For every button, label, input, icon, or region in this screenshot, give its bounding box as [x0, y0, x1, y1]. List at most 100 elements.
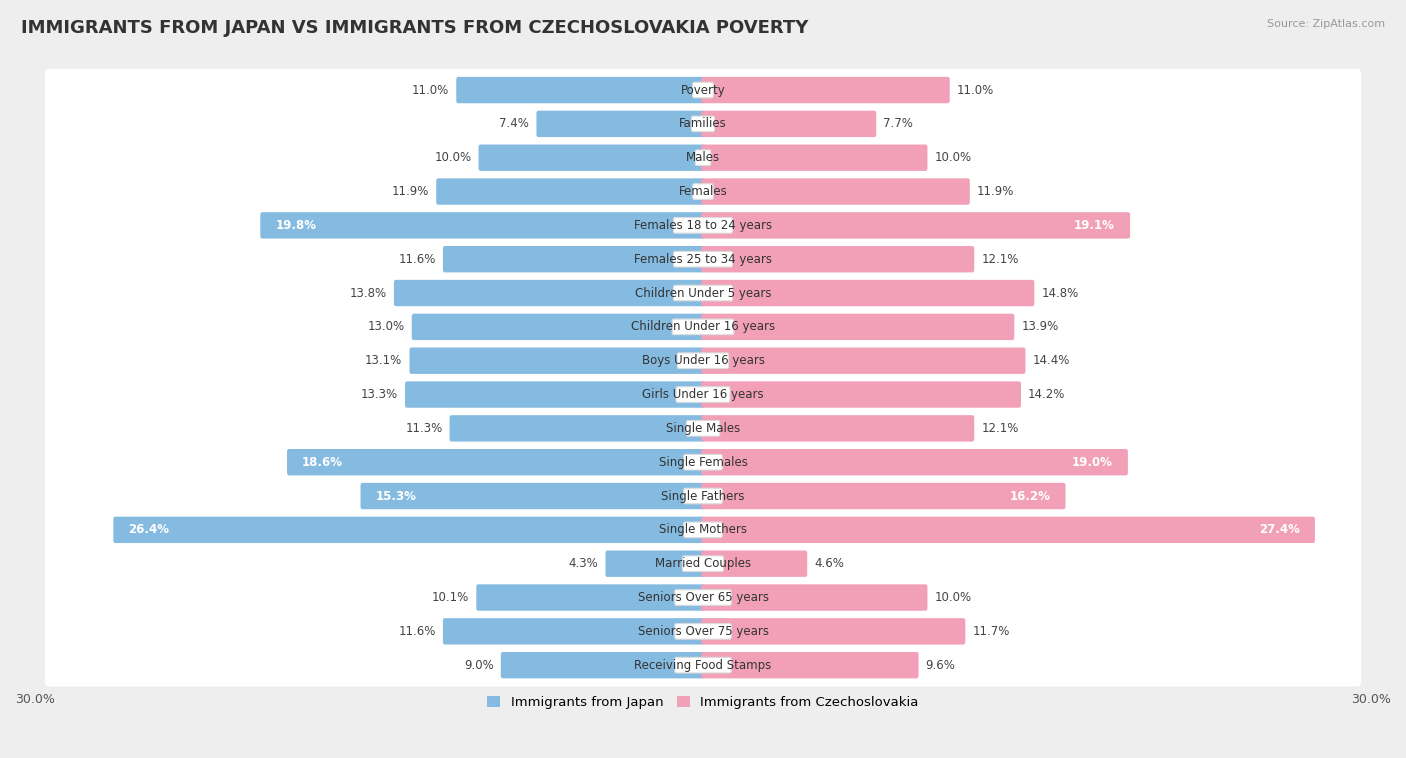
- FancyBboxPatch shape: [45, 136, 1361, 179]
- FancyBboxPatch shape: [287, 449, 704, 475]
- FancyBboxPatch shape: [436, 178, 704, 205]
- Text: 12.1%: 12.1%: [981, 252, 1019, 266]
- Text: 11.7%: 11.7%: [973, 625, 1010, 637]
- Text: Families: Families: [679, 117, 727, 130]
- FancyBboxPatch shape: [45, 340, 1361, 382]
- FancyBboxPatch shape: [45, 407, 1361, 449]
- Text: IMMIGRANTS FROM JAPAN VS IMMIGRANTS FROM CZECHOSLOVAKIA POVERTY: IMMIGRANTS FROM JAPAN VS IMMIGRANTS FROM…: [21, 19, 808, 37]
- FancyBboxPatch shape: [443, 246, 704, 272]
- FancyBboxPatch shape: [394, 280, 704, 306]
- FancyBboxPatch shape: [686, 421, 720, 436]
- FancyBboxPatch shape: [260, 212, 704, 239]
- Text: 12.1%: 12.1%: [981, 422, 1019, 435]
- Text: 13.3%: 13.3%: [361, 388, 398, 401]
- FancyBboxPatch shape: [45, 171, 1361, 213]
- Text: Boys Under 16 years: Boys Under 16 years: [641, 354, 765, 367]
- Text: 18.6%: 18.6%: [302, 456, 343, 468]
- Text: 26.4%: 26.4%: [128, 523, 170, 537]
- Text: 11.3%: 11.3%: [405, 422, 443, 435]
- Text: Single Males: Single Males: [666, 422, 740, 435]
- Text: 11.0%: 11.0%: [957, 83, 994, 96]
- Text: Females: Females: [679, 185, 727, 198]
- FancyBboxPatch shape: [702, 111, 876, 137]
- Text: Single Females: Single Females: [658, 456, 748, 468]
- FancyBboxPatch shape: [360, 483, 704, 509]
- FancyBboxPatch shape: [45, 271, 1361, 315]
- Text: 19.1%: 19.1%: [1074, 219, 1115, 232]
- Text: 10.1%: 10.1%: [432, 591, 470, 604]
- Text: Children Under 16 years: Children Under 16 years: [631, 321, 775, 334]
- FancyBboxPatch shape: [45, 576, 1361, 619]
- Text: 16.2%: 16.2%: [1010, 490, 1050, 503]
- Text: Poverty: Poverty: [681, 83, 725, 96]
- Text: 10.0%: 10.0%: [434, 151, 471, 164]
- FancyBboxPatch shape: [702, 178, 970, 205]
- Text: 27.4%: 27.4%: [1258, 523, 1299, 537]
- FancyBboxPatch shape: [702, 77, 949, 103]
- FancyBboxPatch shape: [702, 550, 807, 577]
- FancyBboxPatch shape: [692, 116, 714, 132]
- FancyBboxPatch shape: [443, 619, 704, 644]
- FancyBboxPatch shape: [45, 475, 1361, 518]
- FancyBboxPatch shape: [45, 644, 1361, 687]
- FancyBboxPatch shape: [45, 610, 1361, 653]
- Text: 11.6%: 11.6%: [398, 252, 436, 266]
- Text: 13.8%: 13.8%: [350, 287, 387, 299]
- Text: Single Fathers: Single Fathers: [661, 490, 745, 503]
- FancyBboxPatch shape: [409, 347, 704, 374]
- Text: 15.3%: 15.3%: [375, 490, 416, 503]
- FancyBboxPatch shape: [45, 102, 1361, 146]
- Text: Married Couples: Married Couples: [655, 557, 751, 570]
- FancyBboxPatch shape: [606, 550, 704, 577]
- FancyBboxPatch shape: [702, 314, 1014, 340]
- Text: 10.0%: 10.0%: [935, 591, 972, 604]
- FancyBboxPatch shape: [702, 415, 974, 442]
- FancyBboxPatch shape: [45, 543, 1361, 585]
- Text: 4.6%: 4.6%: [814, 557, 844, 570]
- Text: Females 25 to 34 years: Females 25 to 34 years: [634, 252, 772, 266]
- Text: Males: Males: [686, 151, 720, 164]
- FancyBboxPatch shape: [501, 652, 704, 678]
- FancyBboxPatch shape: [673, 218, 733, 233]
- Text: 10.0%: 10.0%: [935, 151, 972, 164]
- FancyBboxPatch shape: [693, 83, 713, 98]
- FancyBboxPatch shape: [676, 387, 730, 402]
- Text: 11.6%: 11.6%: [398, 625, 436, 637]
- FancyBboxPatch shape: [450, 415, 704, 442]
- FancyBboxPatch shape: [478, 145, 704, 171]
- FancyBboxPatch shape: [675, 624, 731, 639]
- FancyBboxPatch shape: [702, 381, 1021, 408]
- Text: 13.1%: 13.1%: [366, 354, 402, 367]
- Text: Children Under 5 years: Children Under 5 years: [634, 287, 772, 299]
- Text: 13.9%: 13.9%: [1021, 321, 1059, 334]
- Text: 11.9%: 11.9%: [392, 185, 429, 198]
- FancyBboxPatch shape: [405, 381, 704, 408]
- Text: Seniors Over 65 years: Seniors Over 65 years: [637, 591, 769, 604]
- FancyBboxPatch shape: [682, 556, 724, 572]
- FancyBboxPatch shape: [114, 517, 704, 543]
- Text: 11.9%: 11.9%: [977, 185, 1014, 198]
- FancyBboxPatch shape: [537, 111, 704, 137]
- FancyBboxPatch shape: [673, 285, 733, 301]
- Text: 14.8%: 14.8%: [1042, 287, 1078, 299]
- FancyBboxPatch shape: [45, 305, 1361, 348]
- FancyBboxPatch shape: [477, 584, 704, 611]
- Text: 7.7%: 7.7%: [883, 117, 914, 130]
- FancyBboxPatch shape: [702, 246, 974, 272]
- FancyBboxPatch shape: [45, 204, 1361, 246]
- FancyBboxPatch shape: [672, 319, 734, 334]
- Text: 7.4%: 7.4%: [499, 117, 529, 130]
- Text: Single Mothers: Single Mothers: [659, 523, 747, 537]
- Text: Seniors Over 75 years: Seniors Over 75 years: [637, 625, 769, 637]
- FancyBboxPatch shape: [675, 590, 731, 606]
- FancyBboxPatch shape: [702, 347, 1025, 374]
- FancyBboxPatch shape: [702, 483, 1066, 509]
- FancyBboxPatch shape: [702, 517, 1315, 543]
- FancyBboxPatch shape: [45, 509, 1361, 551]
- FancyBboxPatch shape: [702, 449, 1128, 475]
- FancyBboxPatch shape: [683, 488, 723, 504]
- FancyBboxPatch shape: [45, 69, 1361, 111]
- Text: 11.0%: 11.0%: [412, 83, 449, 96]
- FancyBboxPatch shape: [702, 652, 918, 678]
- FancyBboxPatch shape: [45, 238, 1361, 280]
